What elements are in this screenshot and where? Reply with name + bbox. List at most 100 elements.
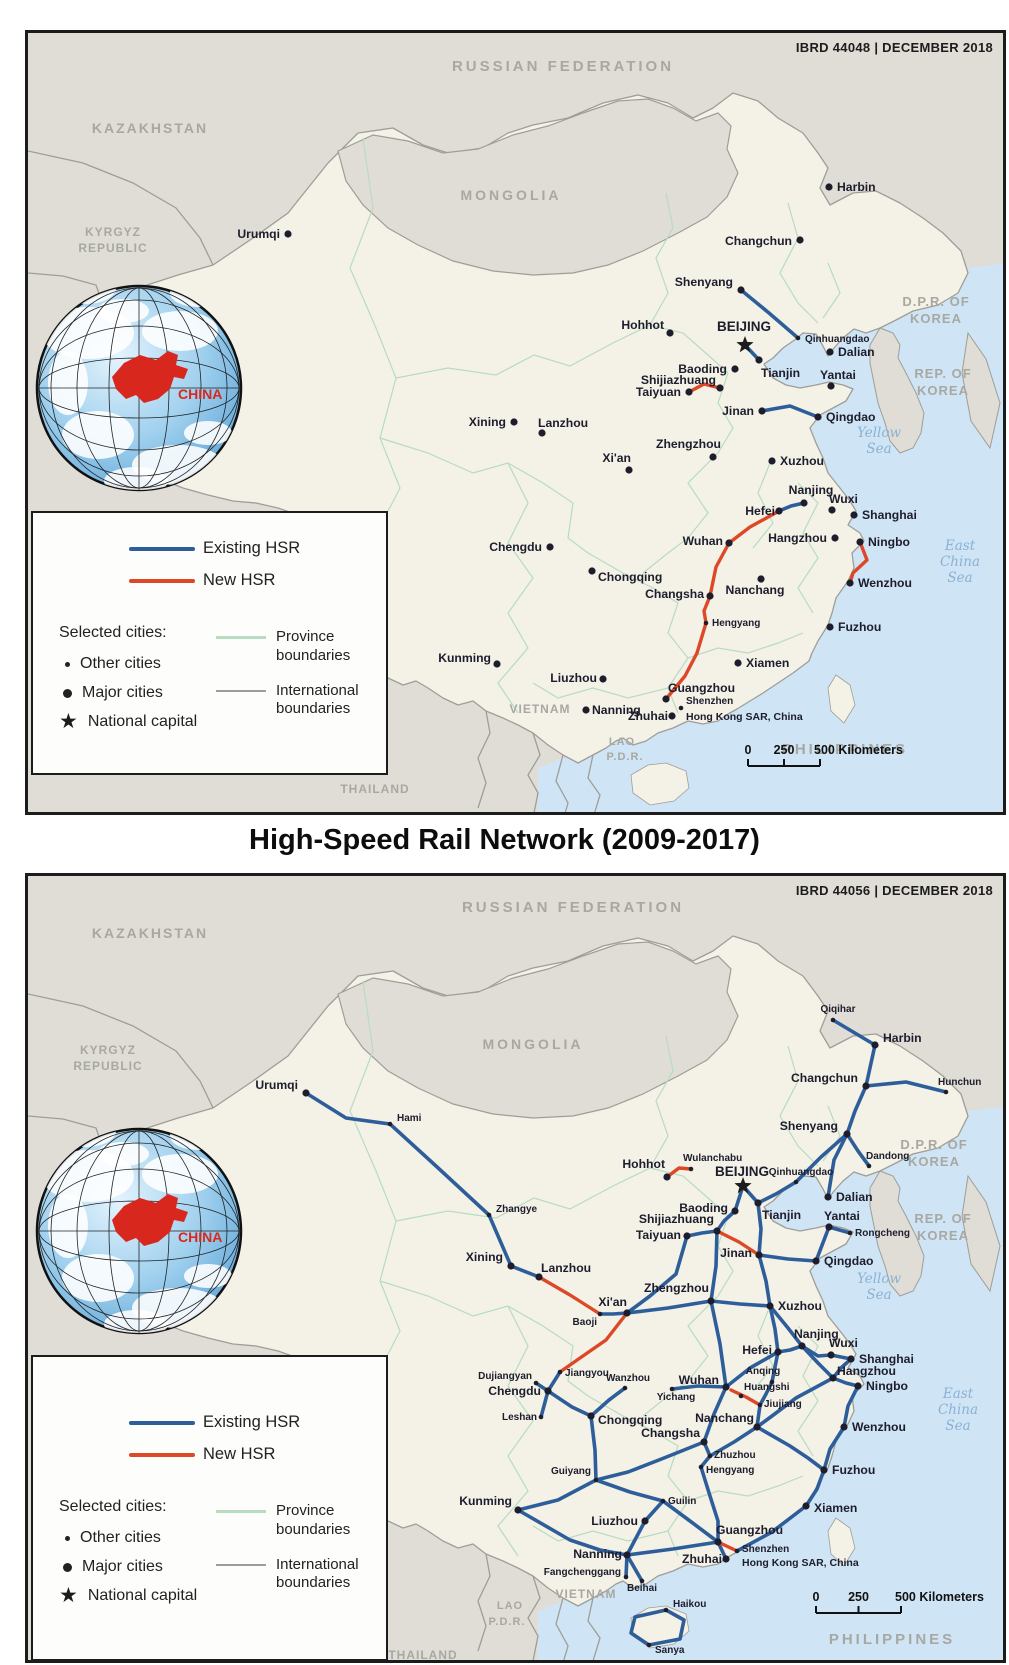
other-cities-label: Other cities: [80, 655, 161, 672]
globe-china-shape: [112, 1194, 188, 1246]
city-label: Fuzhou: [838, 620, 881, 634]
country-label: KAZAKHSTAN: [92, 120, 208, 136]
city-label: Guilin: [668, 1496, 696, 1507]
existing-hsr-line: [594, 1440, 706, 1482]
existing-hsr-line: [594, 1478, 665, 1503]
country-label: RUSSIAN FEDERATION: [452, 58, 674, 75]
existing-hsr-line: [709, 1299, 728, 1389]
rail-lines-layer: [664, 288, 869, 701]
city-label: Xiamen: [814, 1501, 857, 1515]
country-label: P.D.R.: [489, 1616, 526, 1628]
national-capital-row: ★ National capital: [59, 711, 216, 732]
city-dot: [685, 388, 693, 396]
existing-hsr-line: [589, 1414, 598, 1482]
city-dot: [722, 1555, 730, 1563]
city-dot: [641, 1517, 649, 1525]
province-boundaries-row: Province boundaries: [216, 1502, 386, 1540]
country-label: LAO: [497, 1600, 523, 1612]
city-dot: [824, 1193, 832, 1201]
city-dot: [871, 1041, 879, 1049]
city-label: Zhuzhou: [714, 1450, 756, 1461]
sea-label: China: [938, 1402, 978, 1418]
city-label: Dalian: [838, 345, 875, 359]
city-dot: [546, 543, 554, 551]
city-label: Baoding: [678, 362, 727, 376]
country-label: REP. OF: [914, 366, 971, 381]
city-dot: [486, 1212, 492, 1218]
country-labels-layer: RUSSIAN FEDERATION KAZAKHSTAN KYRGYZ REPUBL…: [73, 899, 970, 1660]
province-boundary-line-sample: [216, 1510, 266, 1513]
map-panel-2009-2017: CHINA Urumqi Hami Zhangye Xining Lanzhou Qiqih…: [25, 873, 1006, 1663]
city-dot: [734, 1548, 740, 1554]
city-label: Hong Kong SAR, China: [742, 1557, 859, 1569]
legend-boundaries-column: Province boundaries International bounda…: [216, 624, 386, 731]
sea-label: East: [942, 1386, 974, 1402]
city-dot: [843, 1130, 851, 1138]
city-label: Shijiazhuang: [641, 373, 716, 387]
city-dot: [847, 1355, 855, 1363]
city-label: Ningbo: [868, 535, 910, 549]
city-label: Guangzhou: [668, 681, 735, 695]
country-label: D.P.R. OF: [902, 294, 969, 309]
city-label: Zhengzhou: [644, 1281, 709, 1295]
legend-boundaries-column: Province boundaries International bounda…: [216, 1498, 386, 1605]
city-label: BEIJING: [715, 1164, 769, 1179]
province-boundary-line-sample: [216, 636, 266, 639]
city-dot: [847, 1230, 853, 1236]
major-city-dot-icon: [63, 688, 72, 698]
existing-hsr-line: [625, 1553, 644, 1583]
existing-hsr-line: [826, 1132, 849, 1199]
city-label: Changchun: [725, 234, 792, 248]
major-city-dot-icon: [63, 1562, 72, 1572]
city-dot: [854, 1382, 862, 1390]
city-label: Kunming: [459, 1494, 512, 1508]
existing-hsr-line: [758, 1350, 780, 1407]
city-label: Changsha: [641, 1426, 700, 1440]
city-label: Xi'an: [598, 1295, 627, 1309]
existing-hsr-line: [845, 1043, 877, 1136]
city-label: Chongqing: [598, 1413, 662, 1427]
city-label: Qinhuangdao: [769, 1167, 833, 1178]
existing-hsr-line: [831, 1018, 877, 1047]
city-label: Fangchenggang: [544, 1567, 621, 1578]
other-cities-label: Other cities: [80, 1529, 161, 1546]
existing-hsr-line: [735, 1504, 808, 1553]
city-dot: [510, 418, 518, 426]
city-dot: [755, 356, 763, 364]
map-panel-before-2009: CHINA Urumqi Harbin Changchun Shenyang Hohhot…: [25, 30, 1006, 815]
city-dot: [774, 1348, 782, 1356]
figure-title: High-Speed Rail Network (2009-2017): [249, 824, 760, 856]
city-dot: [623, 1551, 631, 1559]
city-label: Baoji: [573, 1317, 598, 1328]
city-label: Hangzhou: [837, 1364, 896, 1378]
city-label: Xiamen: [746, 656, 789, 670]
legend-bottom: Selected cities: Other cities Major citi…: [33, 624, 386, 732]
sea-label: China: [940, 554, 980, 570]
existing-hsr-line: [661, 1499, 720, 1544]
city-dot: [731, 365, 739, 373]
existing-hsr-line: [685, 1229, 719, 1238]
city-label: Nanning: [573, 1547, 622, 1561]
city-label: Xi'an: [602, 451, 631, 465]
city-dot: [623, 1309, 631, 1317]
globe-china-label: CHINA: [178, 386, 222, 402]
city-label: Wenzhou: [852, 1420, 906, 1434]
city-label: Hefei: [742, 1343, 772, 1357]
city-label: Wuxi: [829, 1336, 858, 1350]
city-dot: [796, 236, 804, 244]
international-boundaries-label: International boundaries: [276, 1555, 359, 1592]
city-dot: [660, 1498, 666, 1504]
international-boundary-line-sample: [216, 689, 266, 692]
legend-new-row: New HSR: [129, 1445, 386, 1464]
city-dot: [678, 705, 684, 711]
city-dot: [731, 1207, 739, 1215]
city-label: Shenzhen: [742, 1544, 789, 1555]
taiwan-island: [827, 1517, 856, 1567]
country-label: REPUBLIC: [78, 241, 147, 255]
city-dot: [793, 1179, 799, 1185]
city-dot: [709, 453, 717, 461]
city-label: Wuxi: [829, 492, 858, 506]
country-label: VIETNAM: [510, 702, 571, 716]
city-label: Nanning: [592, 703, 641, 717]
country-label: THAILAND: [340, 782, 409, 796]
